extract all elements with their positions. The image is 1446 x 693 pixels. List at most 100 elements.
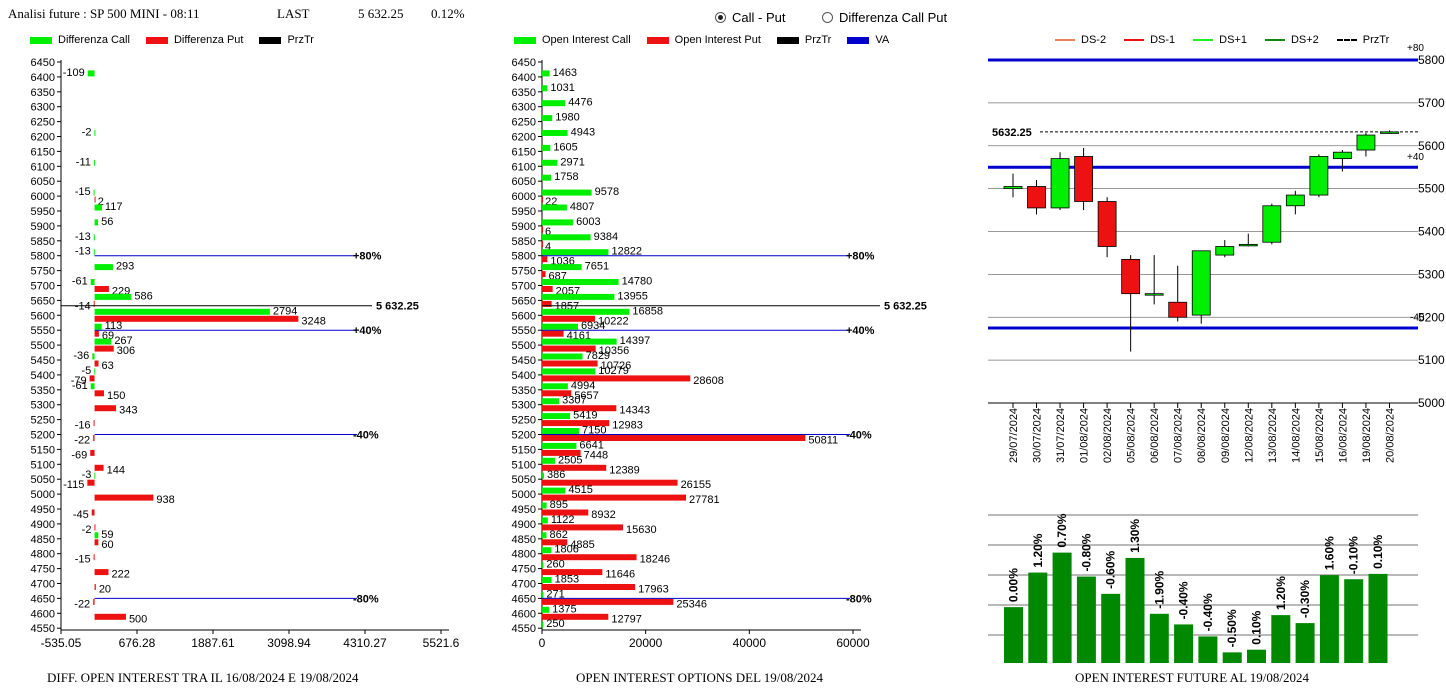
strike-tick-label: 6200 bbox=[31, 132, 55, 144]
put-value-label: 20 bbox=[99, 584, 111, 596]
oi-future-bar-label: 0.00% bbox=[1007, 568, 1021, 602]
candle-date-label: 16/08/2024 bbox=[1337, 408, 1349, 463]
call-value-label: 16858 bbox=[632, 305, 663, 317]
put-value-label: -22 bbox=[74, 435, 90, 447]
call-value-label: -13 bbox=[75, 246, 91, 258]
price-line-label: 5 632.25 bbox=[376, 301, 419, 313]
candle-body bbox=[1285, 194, 1305, 207]
strike-tick-label: 4750 bbox=[512, 564, 536, 576]
oi-future-bar bbox=[1028, 572, 1048, 663]
put-bar bbox=[94, 494, 154, 501]
put-bar bbox=[93, 598, 95, 605]
call-bar bbox=[542, 70, 550, 77]
oi-future-bar-label: 1.20% bbox=[1274, 576, 1288, 610]
call-bar bbox=[542, 204, 567, 211]
call-bar bbox=[94, 532, 99, 539]
price-line-label: 5 632.25 bbox=[884, 301, 927, 313]
put-value-label: 6 bbox=[545, 226, 551, 238]
put-bar bbox=[91, 509, 95, 516]
put-bar bbox=[542, 464, 607, 471]
radio-difference[interactable]: Differenza Call Put bbox=[822, 10, 947, 25]
call-value-label: 260 bbox=[546, 559, 564, 571]
put-bar bbox=[94, 539, 99, 546]
strike-tick-label: 4800 bbox=[31, 549, 55, 561]
oi-future-bar-label: -0.40% bbox=[1201, 593, 1215, 631]
candle-date-label: 20/08/2024 bbox=[1384, 408, 1396, 463]
call-bar bbox=[92, 353, 95, 360]
call-bar bbox=[90, 383, 95, 390]
strike-tick-label: 6000 bbox=[31, 191, 55, 203]
call-value-label: 59 bbox=[101, 529, 113, 541]
call-value-label: -2 bbox=[82, 127, 92, 139]
put-bar bbox=[542, 360, 598, 367]
call-value-label: 7150 bbox=[582, 425, 606, 437]
put-bar bbox=[542, 390, 572, 397]
put-bar bbox=[93, 554, 95, 561]
strike-tick-label: 4950 bbox=[512, 504, 536, 516]
candle-body bbox=[1027, 186, 1046, 209]
put-bar bbox=[542, 241, 543, 248]
call-bar bbox=[93, 234, 95, 241]
strike-tick-label: 5300 bbox=[512, 400, 536, 412]
call-bar bbox=[542, 279, 619, 285]
call-bar bbox=[542, 85, 548, 92]
legend-ds-plus2: DS+2 bbox=[1264, 34, 1319, 46]
legend-diff-put: Differenza Put bbox=[145, 34, 243, 46]
strike-tick-label: 5050 bbox=[31, 474, 55, 486]
call-value-label: 4994 bbox=[571, 380, 595, 392]
strike-tick-label: 5900 bbox=[512, 221, 536, 233]
strike-tick-label: 5500 bbox=[512, 340, 536, 352]
strike-tick-label: 5850 bbox=[31, 236, 55, 248]
call-value-label: 12822 bbox=[611, 246, 642, 258]
put-value-label: 17963 bbox=[638, 584, 669, 596]
call-value-label: 6003 bbox=[576, 216, 600, 228]
put-bar bbox=[94, 613, 126, 620]
call-bar bbox=[542, 577, 552, 583]
call-value-label: -11 bbox=[76, 156, 91, 168]
call-value-label: 9384 bbox=[594, 231, 618, 243]
legend-diff-przTr: PrzTr bbox=[259, 34, 314, 46]
call-value-label: -5 bbox=[81, 365, 91, 377]
strike-tick-label: 5250 bbox=[31, 415, 55, 427]
put-value-label: 11646 bbox=[605, 569, 635, 581]
strike-tick-label: 5600 bbox=[512, 310, 536, 322]
header-title: Analisi future : SP 500 MINI - 08:11 bbox=[8, 6, 200, 21]
candle-body bbox=[1380, 131, 1399, 134]
call-bar bbox=[94, 308, 270, 315]
level-label: +80% bbox=[846, 251, 875, 263]
candle-body bbox=[1215, 246, 1235, 256]
level-label: -40% bbox=[353, 430, 379, 442]
oi-future-bar bbox=[1222, 652, 1242, 663]
candle-date-label: 08/08/2024 bbox=[1196, 408, 1208, 463]
call-bar bbox=[542, 472, 545, 479]
put-bar bbox=[94, 315, 299, 322]
put-bar bbox=[542, 449, 581, 456]
call-bar bbox=[542, 234, 591, 241]
change-percent: 0.12% bbox=[431, 6, 465, 21]
put-value-label: 10726 bbox=[601, 360, 632, 372]
candle-date-label: 31/07/2024 bbox=[1055, 408, 1067, 463]
candle-date-label: 14/08/2024 bbox=[1290, 408, 1302, 463]
put-value-label: -45 bbox=[73, 509, 89, 521]
strike-tick-label: 5250 bbox=[512, 415, 536, 427]
call-value-label: 1605 bbox=[553, 141, 577, 153]
call-value-label: 267 bbox=[114, 335, 132, 347]
put-bar bbox=[89, 375, 95, 382]
put-bar bbox=[94, 584, 96, 590]
oi-future-bar bbox=[1247, 649, 1266, 663]
put-value-label: -69 bbox=[71, 449, 87, 461]
candle-y-tick-label: 5400 bbox=[1418, 225, 1445, 239]
call-bar bbox=[94, 130, 96, 136]
call-value-label: 4476 bbox=[568, 97, 592, 109]
radio-call-put[interactable]: Call - Put bbox=[715, 10, 785, 25]
call-bar bbox=[542, 338, 617, 345]
oi-future-bar-label: 1.30% bbox=[1128, 519, 1142, 553]
x-tick-label: 5521.6 bbox=[423, 636, 460, 650]
call-bar bbox=[542, 428, 580, 434]
call-bar bbox=[542, 308, 630, 315]
candle-y-tick-label: 5000 bbox=[1418, 396, 1445, 410]
strike-tick-label: 5550 bbox=[512, 325, 536, 337]
put-bar bbox=[542, 196, 543, 203]
call-bar bbox=[542, 115, 553, 122]
put-value-label: 144 bbox=[107, 464, 125, 476]
